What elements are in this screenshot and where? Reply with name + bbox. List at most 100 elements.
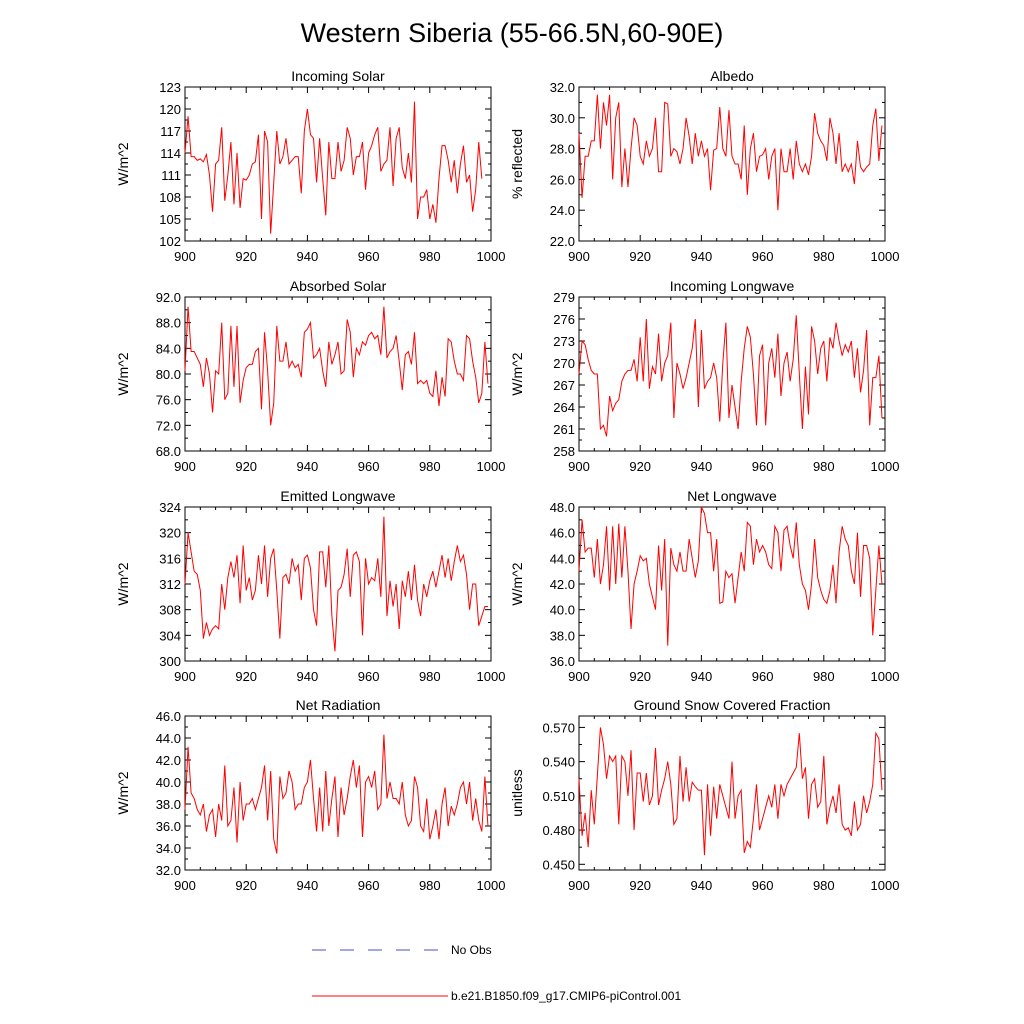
y-tick-label: 40.0 (550, 603, 575, 618)
y-tick-label: 0.570 (542, 720, 575, 735)
x-tick-label: 960 (358, 878, 380, 893)
y-tick-label: 48.0 (550, 500, 575, 515)
x-tick-label: 920 (629, 249, 651, 264)
y-tick-label: 102 (159, 234, 181, 249)
y-tick-label: 316 (159, 551, 181, 566)
y-tick-label: 258 (553, 444, 575, 459)
y-tick-label: 267 (553, 378, 575, 393)
y-tick-label: 30.0 (550, 111, 575, 126)
y-tick-label: 111 (161, 168, 181, 183)
series-line-incoming-solar (184, 101, 483, 234)
y-tick-label: 300 (159, 654, 181, 669)
y-axis-label-incoming-solar: W/m^2 (115, 142, 131, 185)
y-tick-label: 44.0 (550, 551, 575, 566)
y-tick-label: 44.0 (156, 731, 181, 746)
y-axis-label-absorbed-solar: W/m^2 (115, 352, 131, 395)
series-line-absorbed-solar (184, 306, 489, 426)
y-tick-label: 40.0 (156, 775, 181, 790)
y-tick-label: 320 (159, 526, 181, 541)
y-tick-label: 264 (553, 400, 575, 415)
y-axis-label-incoming-longwave: W/m^2 (509, 352, 525, 395)
y-tick-label: 24.0 (550, 203, 575, 218)
x-tick-label: 1000 (477, 459, 506, 474)
x-tick-label: 900 (174, 878, 196, 893)
x-tick-label: 980 (813, 249, 835, 264)
series-line-incoming-longwave (578, 315, 883, 437)
y-tick-label: 312 (159, 577, 181, 592)
y-axis-label-net-radiation: W/m^2 (115, 771, 131, 814)
x-tick-label: 900 (568, 459, 590, 474)
y-tick-label: 34.0 (156, 841, 181, 856)
y-tick-label: 42.0 (550, 577, 575, 592)
figure-title: Western Siberia (55-66.5N,60-90E) (301, 18, 724, 48)
x-tick-label: 1000 (871, 459, 900, 474)
panel-title-emitted-longwave: Emitted Longwave (280, 488, 395, 504)
y-tick-label: 276 (553, 312, 575, 327)
y-tick-label: 123 (159, 80, 181, 95)
chart-panels: Incoming Solar 900 920 940 960 980 1000 102 105 1… (115, 68, 899, 893)
x-tick-label: 940 (297, 878, 319, 893)
x-tick-label: 920 (235, 669, 257, 684)
x-tick-label: 1000 (477, 878, 506, 893)
x-tick-label: 980 (419, 878, 441, 893)
chart-panel-incoming-solar: Incoming Solar 900 920 940 960 980 1000 102 105 1… (115, 68, 505, 264)
chart-panel-ground-snow-covered-fraction: Ground Snow Covered Fraction 900 920 940 960… (509, 697, 899, 893)
x-tick-label: 1000 (871, 878, 900, 893)
legend-label-model-run: b.e21.B1850.f09_g17.CMIP6-piControl.001 (451, 989, 681, 1003)
x-tick-label: 960 (752, 249, 774, 264)
y-tick-label: 76.0 (156, 393, 181, 408)
x-tick-label: 960 (358, 459, 380, 474)
y-tick-label: 68.0 (156, 444, 181, 459)
x-tick-label: 1000 (871, 669, 900, 684)
panel-title-incoming-solar: Incoming Solar (291, 68, 385, 84)
y-tick-label: 72.0 (156, 418, 181, 433)
y-tick-label: 42.0 (156, 753, 181, 768)
x-tick-label: 900 (174, 249, 196, 264)
y-tick-label: 88.0 (156, 316, 181, 331)
y-tick-label: 261 (553, 422, 575, 437)
legend: No Obs b.e21.B1850.f09_g17.CMIP6-piContr… (312, 943, 681, 1003)
y-tick-label: 279 (553, 290, 575, 305)
chart-panel-incoming-longwave: Incoming Longwave 900 920 940 960 980 1000 258 2… (509, 278, 899, 474)
y-axis-label-emitted-longwave: W/m^2 (115, 562, 131, 605)
y-tick-label: 0.510 (542, 789, 575, 804)
y-tick-label: 32.0 (156, 863, 181, 878)
y-tick-label: 22.0 (550, 234, 575, 249)
x-tick-label: 920 (629, 459, 651, 474)
y-tick-label: 324 (159, 500, 181, 515)
y-tick-label: 308 (159, 603, 181, 618)
y-tick-label: 32.0 (550, 80, 575, 95)
chart-panel-net-radiation: Net Radiation 900 920 940 960 980 1000 32.0 34.0… (115, 697, 505, 893)
x-tick-label: 940 (297, 459, 319, 474)
y-axis-label-ground-snow-covered-fraction: unitless (509, 769, 525, 816)
y-tick-label: 46.0 (156, 709, 181, 724)
y-tick-label: 92.0 (156, 290, 181, 305)
x-tick-label: 900 (568, 878, 590, 893)
x-tick-label: 960 (752, 878, 774, 893)
y-tick-label: 270 (553, 356, 575, 371)
panel-title-ground-snow-covered-fraction: Ground Snow Covered Fraction (634, 697, 831, 713)
legend-label-no-obs: No Obs (451, 943, 492, 957)
panel-title-absorbed-solar: Absorbed Solar (290, 278, 387, 294)
y-tick-label: 28.0 (550, 142, 575, 157)
x-tick-label: 960 (358, 249, 380, 264)
chart-panel-absorbed-solar: Absorbed Solar 900 920 940 960 980 1000 68.0 72.… (115, 278, 505, 474)
x-tick-label: 980 (813, 459, 835, 474)
series-line-ground-snow-covered-fraction (578, 727, 883, 856)
y-tick-label: 304 (159, 628, 181, 643)
y-tick-label: 46.0 (550, 526, 575, 541)
y-axis-label-net-longwave: W/m^2 (509, 562, 525, 605)
y-tick-label: 38.0 (156, 797, 181, 812)
y-tick-label: 117 (160, 124, 181, 139)
x-tick-label: 920 (235, 249, 257, 264)
series-line-albedo (578, 94, 883, 211)
y-tick-label: 36.0 (156, 819, 181, 834)
x-tick-label: 940 (691, 459, 713, 474)
panel-title-net-radiation: Net Radiation (296, 697, 381, 713)
x-tick-label: 900 (174, 459, 196, 474)
y-tick-label: 120 (159, 102, 181, 117)
series-line-net-radiation (184, 734, 489, 854)
y-tick-label: 80.0 (156, 367, 181, 382)
x-tick-label: 940 (691, 669, 713, 684)
x-tick-label: 940 (297, 249, 319, 264)
